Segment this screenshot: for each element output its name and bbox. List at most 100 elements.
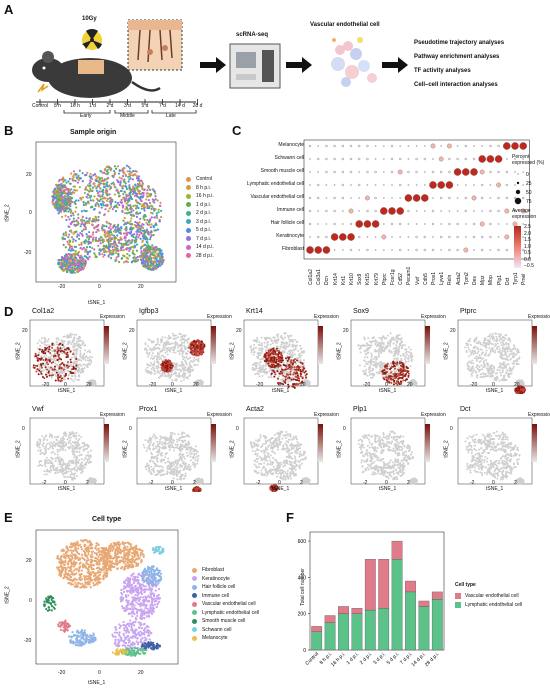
dotplot-dot <box>465 236 467 238</box>
tsne-point <box>82 228 85 231</box>
feature-point <box>306 380 309 383</box>
tsne-point <box>56 190 59 194</box>
tsne-point <box>78 243 81 246</box>
feature-point-hot <box>66 361 69 364</box>
tsne-point <box>120 238 123 241</box>
feature-point-hot <box>56 350 59 353</box>
feature-point <box>76 337 79 340</box>
tsne-point <box>112 169 116 173</box>
tsne-point <box>88 231 91 234</box>
tsne-point <box>101 229 104 232</box>
dotplot-gene-label: Krt1 <box>340 275 347 285</box>
feature-point <box>260 342 263 345</box>
feature-point <box>174 351 177 354</box>
feature-point-hot <box>52 374 55 377</box>
tsne-point <box>97 179 100 182</box>
feature-point-hot <box>283 364 286 367</box>
feature-point <box>166 353 169 356</box>
dotplot-dot <box>489 197 492 199</box>
feature-point <box>61 341 64 344</box>
feature-point <box>151 363 154 366</box>
tsne-point <box>85 220 88 223</box>
dotplot-dot <box>423 248 426 252</box>
feature-point-hot <box>72 353 75 356</box>
tsne-point <box>69 222 73 226</box>
tsne-point <box>72 269 75 273</box>
dotplot-dot <box>371 220 380 228</box>
feature-ylabel: tSNE_2 <box>229 342 236 360</box>
tsne-point <box>150 216 153 219</box>
feature-point <box>50 358 53 361</box>
tsne-point <box>137 206 140 210</box>
feature-point <box>92 380 95 383</box>
feature-point-hot <box>49 366 52 369</box>
feature-point <box>267 337 270 340</box>
pct-legend-dot <box>515 189 521 195</box>
feature-point-hot <box>193 348 196 351</box>
feature-point <box>163 356 166 359</box>
feature-point <box>78 345 81 348</box>
tsne-point <box>59 202 62 205</box>
feature-point <box>178 364 181 367</box>
feature-xtick: -20 <box>149 382 157 388</box>
feature-point <box>177 373 180 376</box>
tsne-point <box>146 256 149 259</box>
feature-point <box>183 375 186 378</box>
feature-point <box>177 346 180 349</box>
timeline-label: 5 d <box>141 103 149 109</box>
feature-point-hot <box>197 354 200 357</box>
tsne-point <box>128 254 131 257</box>
tsne-point <box>144 235 147 238</box>
feature-point-hot <box>60 379 63 382</box>
tsne-point <box>148 188 152 191</box>
avg-legend-tick: 0.0 <box>524 256 531 263</box>
pct-legend-title: Percent expressed (%) <box>512 154 545 166</box>
feature-point-hot <box>45 375 48 378</box>
feature-point <box>255 372 258 375</box>
tsne-point <box>140 199 143 202</box>
feature-point-hot <box>200 343 203 346</box>
tsne-point <box>80 233 84 236</box>
feature-point-hot <box>39 370 42 373</box>
dotplot-dot <box>399 157 402 161</box>
feature-point <box>259 364 262 367</box>
tsne-point <box>67 197 70 200</box>
tsne-point <box>125 234 128 237</box>
feature-point <box>380 351 383 354</box>
tsne-point <box>64 179 67 182</box>
feature-point <box>174 340 177 343</box>
tsne-point <box>69 263 72 266</box>
feature-point <box>280 378 283 381</box>
feature-point <box>270 339 273 342</box>
feature-point <box>84 349 87 352</box>
tsne-point <box>155 246 158 249</box>
dotplot-dot <box>399 222 402 226</box>
tsne-point <box>157 254 160 257</box>
tsne-point <box>123 235 127 238</box>
feature-point <box>169 336 172 339</box>
tsne-point <box>129 213 132 216</box>
feature-point <box>365 348 368 351</box>
legend-swatch <box>186 176 191 182</box>
tsne-point <box>94 254 97 257</box>
feature-point-hot <box>278 350 281 353</box>
dotplot-gene-label: Cd52 <box>398 273 405 285</box>
tsne-point <box>88 190 91 193</box>
feature-point <box>174 334 177 337</box>
tsne-point <box>106 184 109 188</box>
dotplot-dot <box>374 158 377 160</box>
tsne-point <box>89 180 92 183</box>
tsne-point <box>162 259 165 262</box>
feature-point <box>84 356 87 359</box>
feature-point-hot <box>287 385 290 388</box>
feature-point <box>169 342 172 345</box>
feature-point-hot <box>69 358 72 361</box>
tsne-point <box>109 203 112 206</box>
feature-point-hot <box>57 374 60 377</box>
tsne-point <box>130 197 133 200</box>
dotplot-dot <box>447 143 452 149</box>
dotplot-dot <box>464 196 467 200</box>
feature-point <box>176 344 179 347</box>
tsne-point <box>109 252 112 255</box>
feature-point <box>152 352 155 355</box>
